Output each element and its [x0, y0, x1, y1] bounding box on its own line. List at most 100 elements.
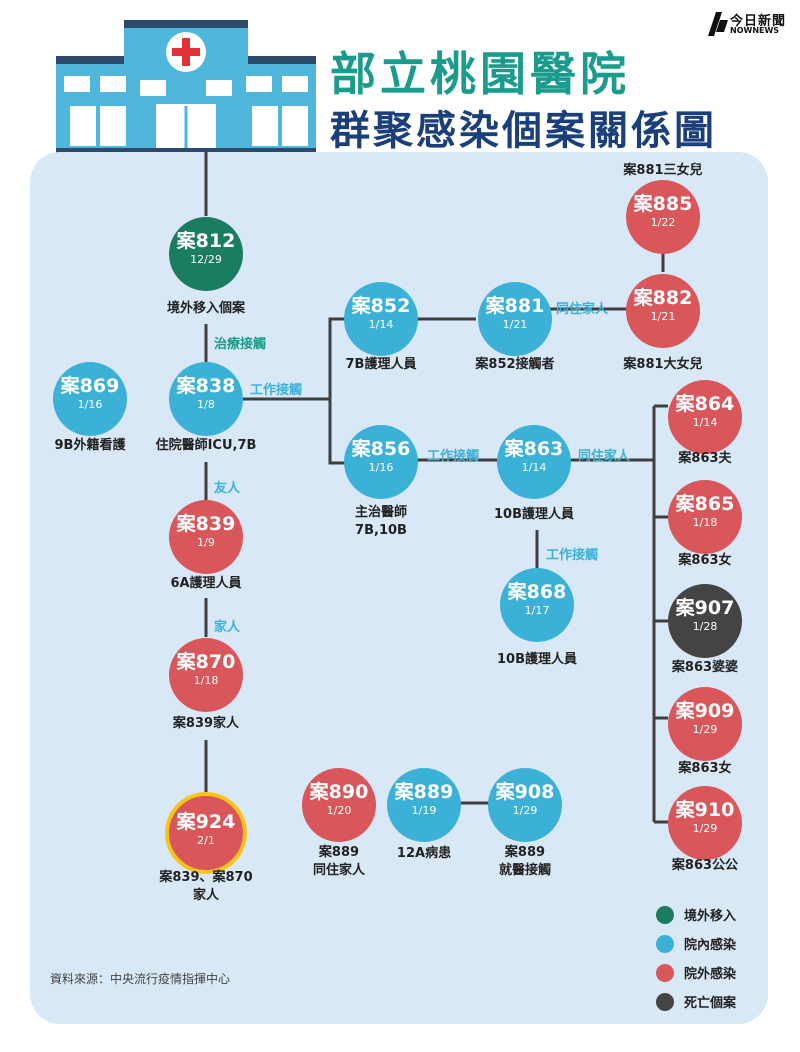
legend-label-community: 院外感染	[684, 967, 737, 982]
case-890-name: 案890	[309, 781, 369, 803]
case-839-name: 案839	[176, 513, 236, 535]
case-910-name: 案910	[675, 799, 735, 821]
case-924-node: 案924 2/1	[165, 792, 247, 874]
case-881-node: 案881 1/21	[478, 282, 552, 356]
case-812-node: 案812 12/29	[169, 217, 243, 291]
case-882-node: 案882 1/21	[626, 274, 700, 348]
case-870-node: 案870 1/18	[169, 638, 243, 712]
case-882-date: 1/21	[650, 310, 676, 323]
case-864-name: 案864	[675, 393, 735, 415]
case-890-caption-line1: 案889	[318, 845, 360, 860]
relation-label-cohabit-881: 同住家人	[556, 302, 609, 317]
case-856-node: 案856 1/16	[344, 425, 418, 499]
case-869-caption: 9B外籍看護	[54, 438, 126, 453]
case-909-name: 案909	[675, 700, 735, 722]
case-812-date: 12/29	[190, 253, 222, 266]
case-868-name: 案868	[507, 581, 567, 603]
case-882-caption: 案881大女兒	[623, 357, 703, 372]
case-863-caption: 10B護理人員	[494, 507, 574, 522]
case-838-caption: 住院醫師ICU,7B	[155, 438, 257, 453]
case-910-date: 1/29	[692, 822, 718, 835]
relation-label-work-contact-838: 工作接觸	[250, 383, 303, 398]
relation-label-cohabit-863: 同住家人	[578, 449, 631, 464]
case-870-caption: 案839家人	[172, 716, 240, 731]
case-910-node: 案910 1/29	[668, 786, 742, 860]
case-852-caption: 7B護理人員	[345, 357, 417, 372]
case-881-name: 案881	[485, 295, 545, 317]
case-868-node: 案868 1/17	[500, 568, 574, 642]
case-856-caption: 主治醫師 7B,10B	[321, 504, 441, 540]
case-885-name: 案885	[633, 193, 693, 215]
case-838-node: 案838 1/8	[169, 362, 243, 436]
case-852-name: 案852	[351, 295, 411, 317]
case-890-caption: 案889 同住家人	[279, 844, 399, 880]
case-856-date: 1/16	[368, 461, 394, 474]
case-924-caption-line1: 案839、案870	[159, 870, 253, 885]
legend-label-death: 死亡個案	[684, 996, 737, 1011]
case-885-caption: 案881三女兒	[623, 163, 703, 178]
case-812-caption: 境外移入個案	[166, 301, 245, 316]
case-863-date: 1/14	[521, 461, 547, 474]
case-863-name: 案863	[504, 438, 564, 460]
case-865-name: 案865	[675, 493, 735, 515]
case-907-date: 1/28	[692, 620, 718, 633]
case-910-caption: 案863公公	[671, 858, 739, 873]
case-869-node: 案869 1/16	[53, 362, 127, 436]
case-889-name: 案889	[394, 781, 454, 803]
relation-label-work-contact-863: 工作接觸	[546, 548, 599, 563]
case-907-name: 案907	[675, 597, 735, 619]
page-title: 部立桃園醫院	[330, 47, 630, 101]
case-924-date: 2/1	[197, 834, 215, 847]
relation-label-treatment-contact: 治療接觸	[214, 337, 267, 352]
case-909-date: 1/29	[692, 723, 718, 736]
brand-mark-icon	[708, 12, 728, 36]
case-839-date: 1/9	[197, 536, 215, 549]
case-909-node: 案909 1/29	[668, 687, 742, 761]
case-908-caption: 案889 就醫接觸	[465, 844, 585, 880]
case-909-caption: 案863女	[678, 761, 732, 776]
case-865-node: 案865 1/18	[668, 480, 742, 554]
case-890-caption-line2: 同住家人	[312, 863, 365, 878]
case-885-node: 案885 1/22	[626, 180, 700, 254]
case-881-date: 1/21	[502, 318, 528, 331]
case-863-node: 案863 1/14	[497, 425, 571, 499]
case-882-name: 案882	[633, 287, 693, 309]
case-908-date: 1/29	[512, 804, 538, 817]
hospital-building-icon	[56, 20, 316, 154]
case-908-caption-line2: 就醫接觸	[498, 863, 551, 878]
case-924-name: 案924	[176, 811, 236, 833]
case-868-date: 1/17	[524, 604, 550, 617]
case-889-date: 1/19	[411, 804, 437, 817]
case-856-name: 案856	[351, 438, 411, 460]
legend-dot-community	[656, 964, 674, 982]
legend-label-import: 境外移入	[684, 909, 737, 924]
brand-name-en: NOWNEWS	[730, 26, 780, 35]
case-839-caption: 6A護理人員	[170, 576, 242, 591]
brand-name-zh: 今日新聞	[730, 14, 787, 29]
brand-logo: 今日新聞 NOWNEWS	[708, 10, 794, 40]
case-868-caption: 10B護理人員	[497, 652, 577, 667]
case-885-date: 1/22	[650, 216, 676, 229]
legend-dot-hospital	[656, 935, 674, 953]
case-869-name: 案869	[60, 375, 120, 397]
legend-dot-death	[656, 993, 674, 1011]
case-924-caption: 案839、案870 家人	[136, 869, 276, 905]
case-908-caption-line1: 案889	[504, 845, 546, 860]
case-908-node: 案908 1/29	[488, 768, 562, 842]
case-852-node: 案852 1/14	[344, 282, 418, 356]
case-838-date: 1/8	[197, 398, 215, 411]
case-812-name: 案812	[176, 230, 236, 252]
case-890-node: 案890 1/20	[302, 768, 376, 842]
case-839-node: 案839 1/9	[169, 500, 243, 574]
case-852-date: 1/14	[368, 318, 394, 331]
case-870-date: 1/18	[193, 674, 219, 687]
relation-label-friend: 友人	[214, 481, 241, 496]
case-907-node: 案907 1/28	[668, 584, 742, 658]
case-908-name: 案908	[495, 781, 555, 803]
case-838-name: 案838	[176, 375, 236, 397]
source-note: 資料來源：中央流行疫情指揮中心	[50, 972, 231, 986]
relation-label-family-839: 家人	[214, 620, 241, 635]
case-869-date: 1/16	[77, 398, 103, 411]
case-890-date: 1/20	[326, 804, 352, 817]
